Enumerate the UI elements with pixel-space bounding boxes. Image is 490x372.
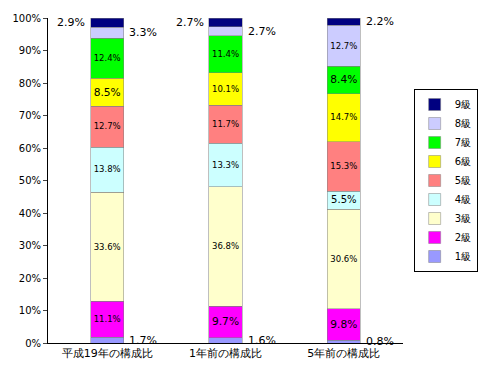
svg-text:0%: 0% — [25, 338, 41, 349]
svg-text:11.1%: 11.1% — [94, 314, 121, 324]
svg-text:33.6%: 33.6% — [94, 242, 121, 252]
svg-text:10.1%: 10.1% — [212, 84, 239, 94]
svg-text:3級: 3級 — [455, 213, 471, 224]
svg-text:20%: 20% — [19, 273, 41, 284]
svg-text:36.8%: 36.8% — [212, 241, 239, 251]
svg-text:14.7%: 14.7% — [330, 112, 357, 122]
svg-text:1級: 1級 — [455, 251, 471, 262]
svg-text:2.7%: 2.7% — [176, 16, 204, 29]
svg-text:2.7%: 2.7% — [248, 25, 276, 38]
svg-text:6級: 6級 — [455, 156, 471, 167]
svg-text:5年前の構成比: 5年前の構成比 — [307, 347, 380, 360]
svg-text:13.8%: 13.8% — [94, 164, 121, 174]
svg-text:50%: 50% — [19, 175, 41, 186]
svg-text:5級: 5級 — [455, 175, 471, 186]
svg-text:2.9%: 2.9% — [57, 16, 85, 29]
svg-text:9.8%: 9.8% — [330, 318, 357, 331]
svg-text:60%: 60% — [19, 143, 41, 154]
svg-text:40%: 40% — [19, 208, 41, 219]
svg-text:80%: 80% — [19, 78, 41, 89]
svg-text:8級: 8級 — [455, 118, 471, 129]
svg-text:1.6%: 1.6% — [248, 334, 276, 347]
svg-text:30%: 30% — [19, 240, 41, 251]
svg-text:2.2%: 2.2% — [366, 15, 394, 28]
svg-text:15.3%: 15.3% — [330, 161, 357, 171]
svg-text:8.5%: 8.5% — [94, 86, 121, 99]
svg-text:3.3%: 3.3% — [129, 26, 157, 39]
svg-text:5.5%: 5.5% — [331, 194, 357, 205]
svg-text:9.7%: 9.7% — [212, 315, 239, 328]
svg-text:12.7%: 12.7% — [94, 121, 121, 131]
svg-text:9級: 9級 — [455, 99, 471, 110]
svg-text:90%: 90% — [19, 45, 41, 56]
svg-text:13.3%: 13.3% — [212, 160, 239, 170]
svg-text:7級: 7級 — [455, 137, 471, 148]
svg-text:1.7%: 1.7% — [129, 334, 157, 347]
svg-text:0.8%: 0.8% — [366, 335, 394, 348]
svg-text:11.4%: 11.4% — [212, 49, 239, 59]
svg-text:4級: 4級 — [455, 194, 471, 205]
svg-text:2級: 2級 — [455, 232, 471, 243]
svg-text:8.4%: 8.4% — [330, 73, 357, 86]
svg-text:11.7%: 11.7% — [212, 119, 239, 129]
svg-text:12.7%: 12.7% — [330, 41, 357, 51]
svg-text:70%: 70% — [19, 110, 41, 121]
svg-text:30.6%: 30.6% — [330, 254, 357, 264]
svg-text:平成19年の構成比: 平成19年の構成比 — [62, 347, 153, 360]
svg-text:12.4%: 12.4% — [94, 53, 121, 63]
svg-text:10%: 10% — [19, 305, 41, 316]
svg-text:100%: 100% — [12, 13, 41, 24]
svg-text:1年前の構成比: 1年前の構成比 — [189, 347, 262, 360]
